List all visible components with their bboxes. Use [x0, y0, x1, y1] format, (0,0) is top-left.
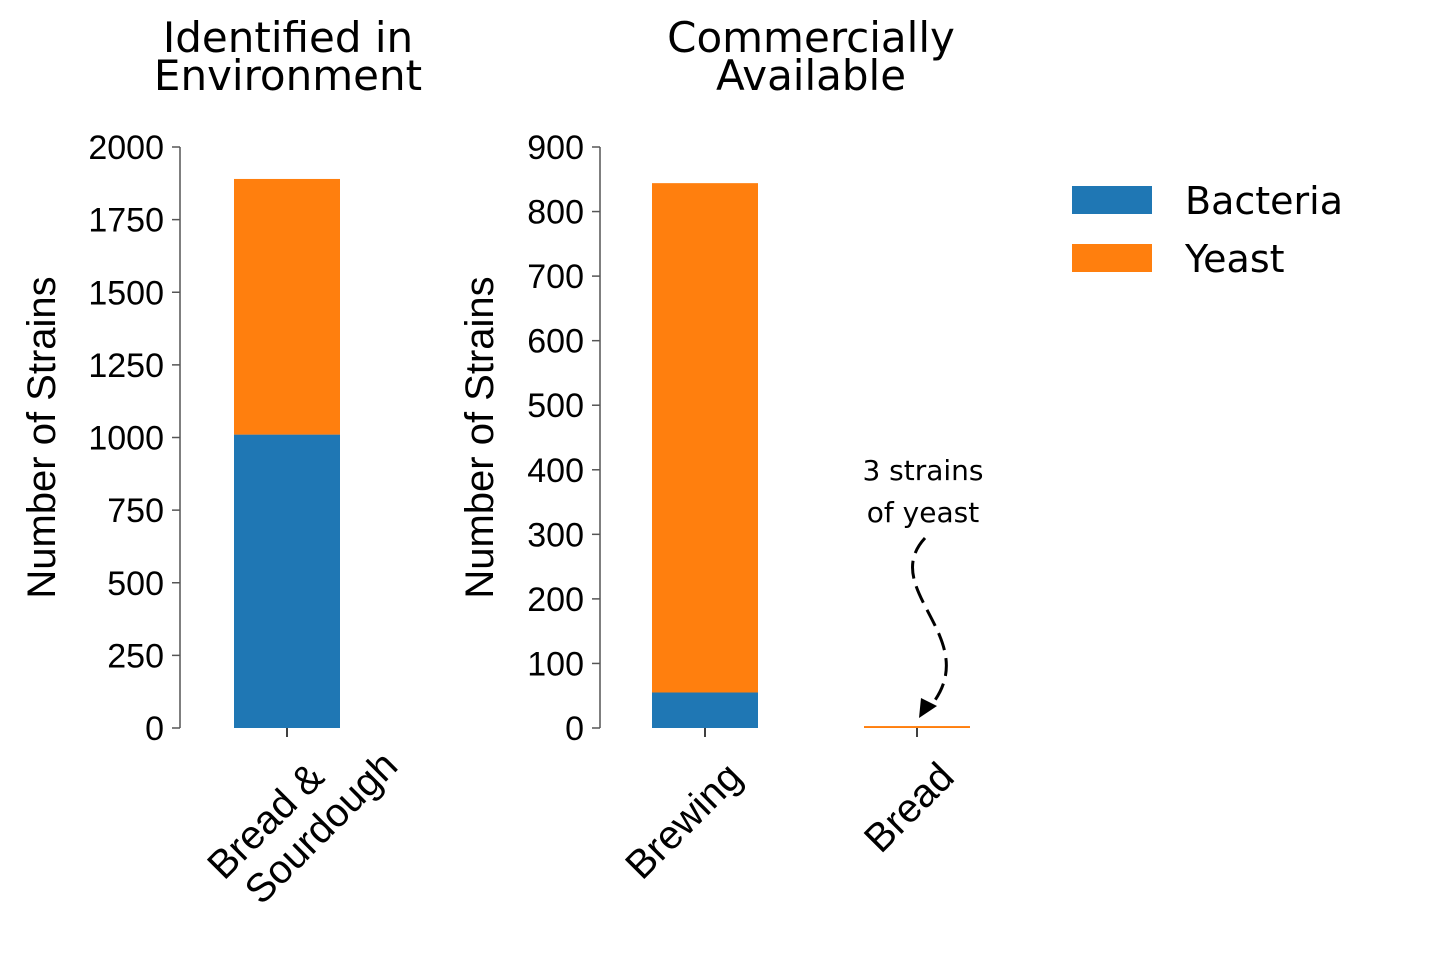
- arrowhead-icon: [919, 698, 937, 718]
- legend-swatch-yeast: [1072, 244, 1152, 272]
- y-tick-label: 1000: [88, 420, 164, 458]
- x-tick-label: Bread &Sourdough: [199, 712, 406, 919]
- subplot-title: Commercially: [667, 13, 955, 62]
- y-tick-label: 500: [527, 387, 584, 425]
- y-tick-label: 500: [107, 565, 164, 603]
- legend-label: Bacteria: [1185, 179, 1343, 223]
- subplot-title: Available: [716, 51, 906, 100]
- y-tick-label: 250: [107, 637, 164, 675]
- bar-yeast: [652, 183, 758, 693]
- y-tick-label: 800: [527, 194, 584, 232]
- y-tick-label: 200: [527, 581, 584, 619]
- x-tick-label: Brewing: [617, 754, 750, 887]
- y-tick-label: 0: [565, 710, 584, 748]
- legend-label: Yeast: [1184, 237, 1285, 281]
- annotation-text: of yeast: [867, 496, 979, 529]
- y-tick-label: 2000: [88, 129, 164, 167]
- bar-bacteria: [652, 692, 758, 728]
- subplot-title: Identified in: [163, 13, 413, 62]
- y-tick-label: 1750: [88, 202, 164, 240]
- y-tick-label: 400: [527, 452, 584, 490]
- annotation-text: 3 strains: [862, 454, 983, 487]
- y-tick-label: 100: [527, 645, 584, 683]
- y-axis-label: Number of Strains: [458, 276, 502, 598]
- y-tick-label: 700: [527, 258, 584, 296]
- bar-bacteria: [234, 434, 340, 728]
- bar-yeast: [864, 726, 970, 728]
- y-axis-label: Number of Strains: [20, 276, 64, 598]
- y-tick-label: 750: [107, 492, 164, 530]
- y-tick-label: 300: [527, 516, 584, 554]
- y-tick-label: 1500: [88, 274, 164, 312]
- x-tick-label: Bread: [856, 754, 963, 861]
- annotation-arrow: [911, 536, 948, 709]
- x-tick-label-line: Brewing: [617, 754, 750, 887]
- y-tick-label: 900: [527, 129, 584, 167]
- y-tick-label: 600: [527, 323, 584, 361]
- x-tick-label-line: Bread: [856, 754, 963, 861]
- y-tick-label: 1250: [88, 347, 164, 385]
- bar-yeast: [234, 178, 340, 435]
- subplot-title: Environment: [154, 51, 422, 100]
- legend: Bacteria Yeast: [1072, 179, 1343, 281]
- legend-swatch-bacteria: [1072, 186, 1152, 214]
- y-tick-label: 0: [145, 710, 164, 748]
